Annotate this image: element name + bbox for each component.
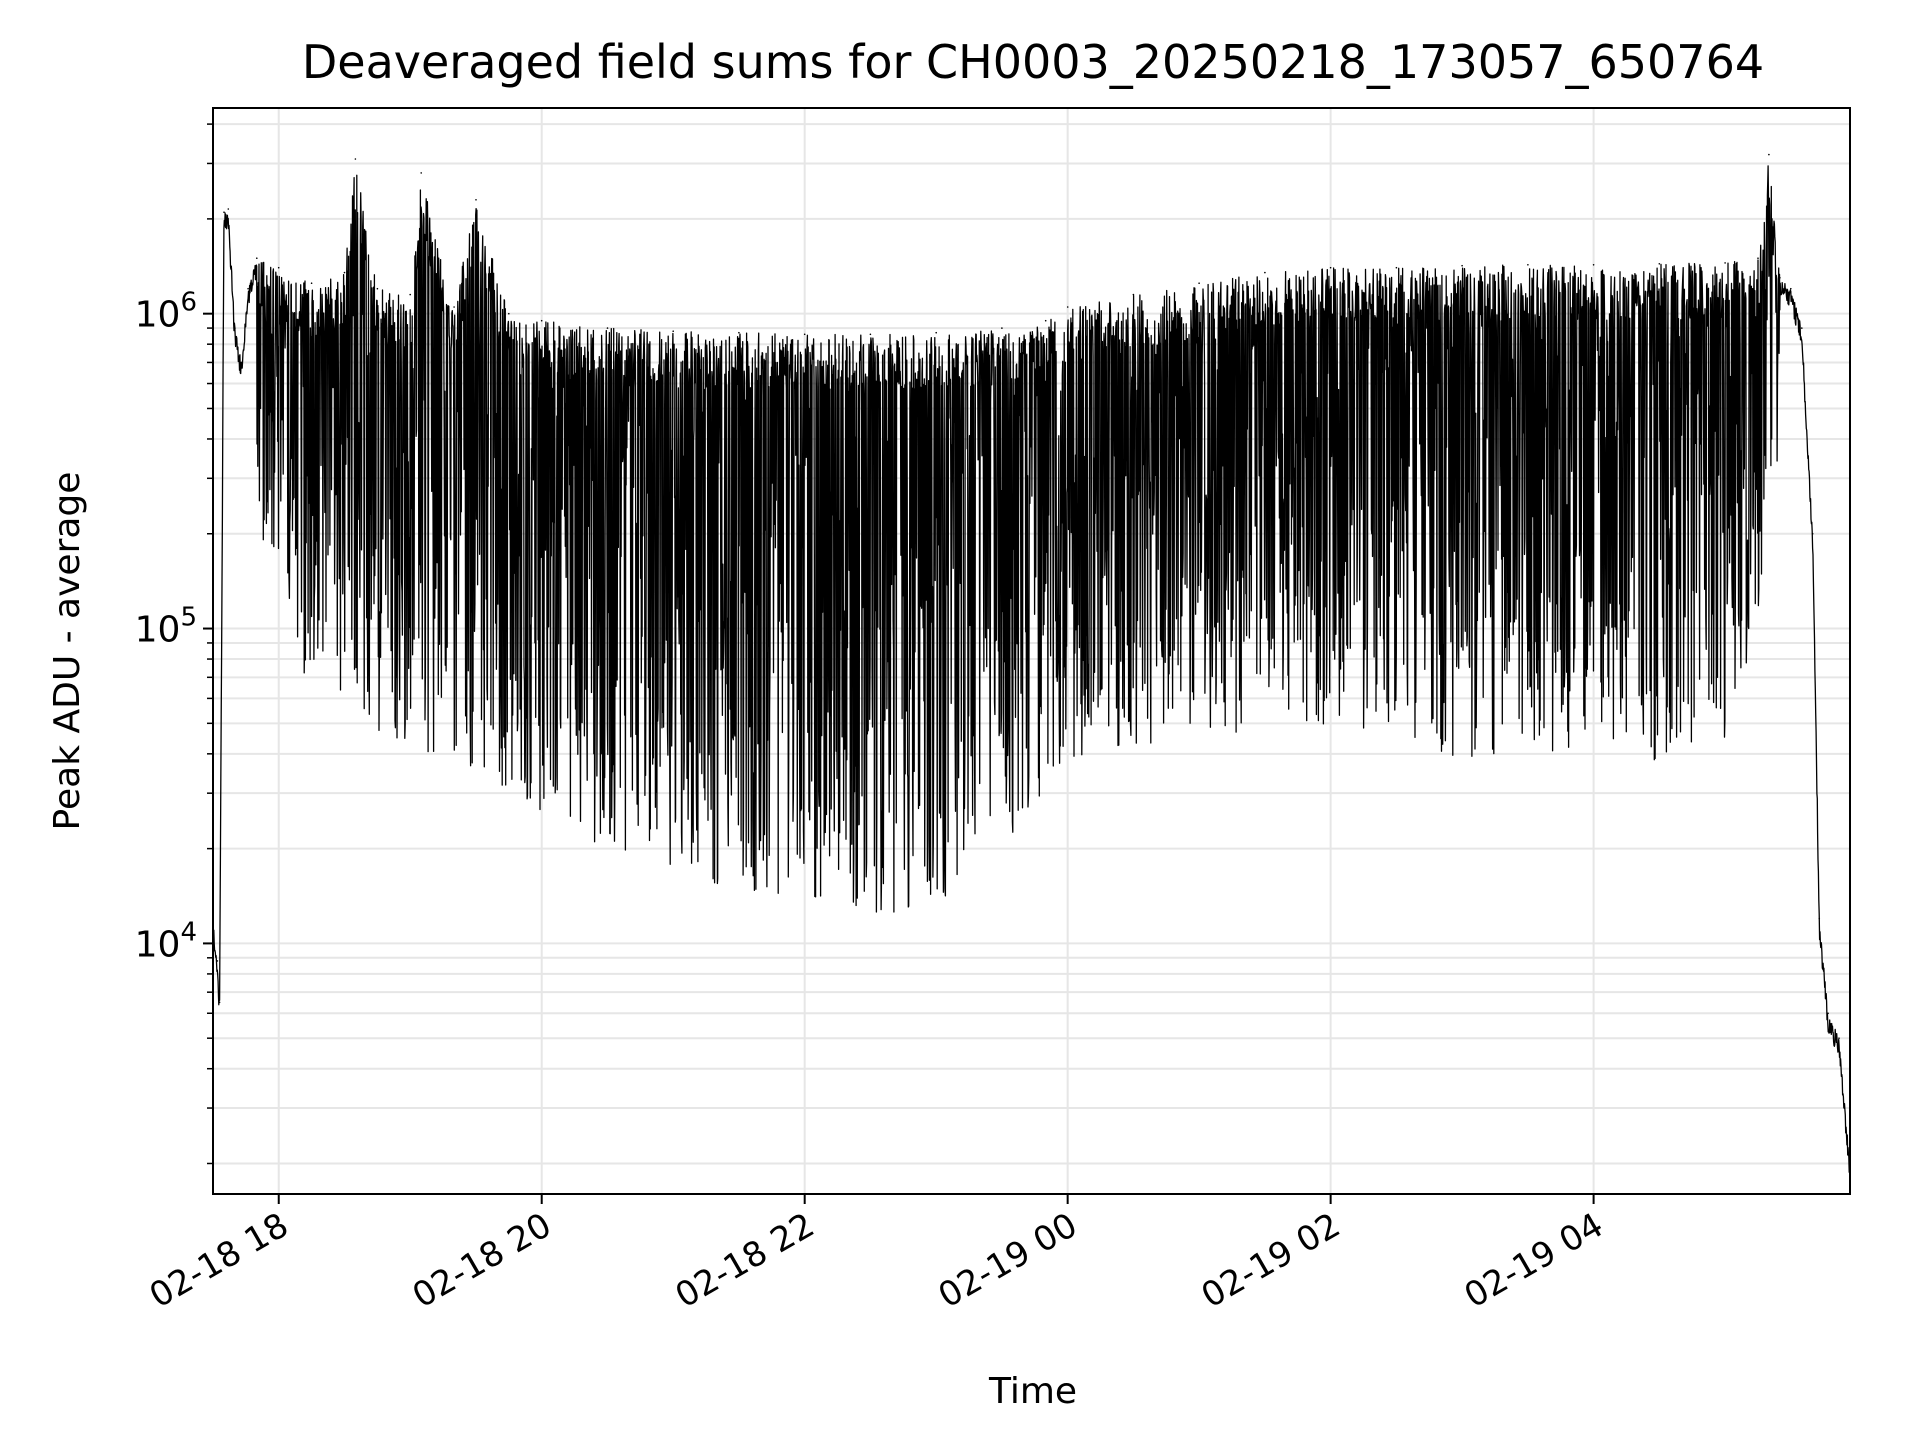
y-tick-label: 104 [135, 917, 197, 965]
series-point [227, 208, 230, 210]
series-point [738, 331, 740, 334]
series-point [420, 172, 423, 174]
series-point [1592, 264, 1595, 266]
series-line [212, 165, 1851, 1182]
series-point [935, 331, 937, 334]
series-point [310, 282, 313, 285]
series-point [1395, 266, 1398, 269]
series-point [1066, 306, 1069, 308]
x-axis-label: Time [988, 1371, 1077, 1412]
series-point [1827, 1012, 1829, 1015]
series-point [409, 293, 412, 296]
series-point [1768, 153, 1770, 156]
series-point [1838, 1037, 1840, 1039]
chart-title: Deaveraged field sums for CH0003_2025021… [302, 35, 1764, 89]
series-point [1757, 257, 1759, 260]
series-point [1132, 293, 1135, 296]
series-point [508, 312, 510, 315]
series-point [343, 271, 346, 274]
series-point [540, 319, 543, 322]
y-tick-label: 106 [135, 288, 197, 336]
y-tick-label: 105 [135, 603, 197, 651]
series-point [1790, 287, 1792, 290]
series-point [1811, 533, 1814, 535]
series-point [354, 158, 357, 160]
series-point [1461, 264, 1463, 267]
series-point [1001, 327, 1003, 329]
series-point [223, 211, 225, 213]
series-point [1801, 327, 1803, 329]
series-point [453, 306, 455, 308]
series-point [1658, 263, 1661, 265]
series-point [218, 1001, 221, 1004]
series-point [672, 330, 674, 333]
series-point [475, 199, 477, 201]
series-point [247, 287, 249, 290]
series-point [255, 257, 258, 260]
series-point [1724, 262, 1726, 264]
plot-frame [212, 107, 1851, 1195]
series-point [277, 266, 280, 269]
series-point [869, 333, 872, 336]
series-point [1044, 319, 1047, 322]
series-point [240, 361, 243, 364]
series-point [1264, 271, 1266, 274]
series-point [1818, 917, 1821, 920]
series-point [1329, 266, 1332, 269]
series-point [803, 333, 806, 336]
series-point [216, 960, 219, 962]
y-axis-label: Peak ADU - average [47, 472, 88, 831]
series-point [606, 327, 609, 329]
series-point [234, 327, 236, 329]
series-point [376, 287, 379, 290]
series-point [1779, 277, 1781, 279]
series-point [1527, 264, 1529, 266]
y-axis: 104 105 106 [135, 123, 213, 1165]
series-point [1198, 282, 1200, 285]
